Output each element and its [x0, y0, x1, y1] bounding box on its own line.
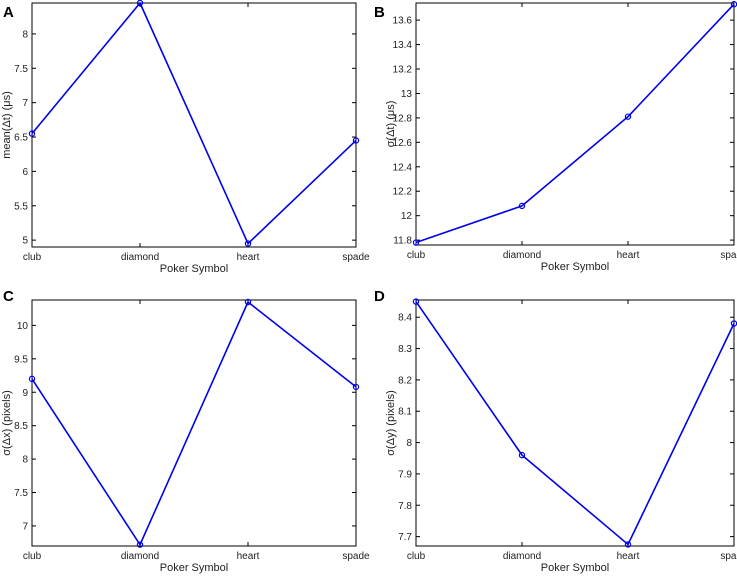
series-line: [415, 3, 735, 244]
x-tick-label: diamond: [503, 250, 541, 261]
data-point-spade: [352, 383, 360, 391]
y-tick-label: 6.5: [14, 133, 28, 144]
y-tick-label: 12: [401, 211, 413, 222]
data-point-heart: [244, 298, 252, 306]
y-tick-label: 12.8: [393, 113, 413, 124]
panel-letter: A: [3, 4, 14, 21]
y-tick-label: 13: [401, 89, 413, 100]
data-point-heart: [244, 240, 252, 247]
y-tick-label: 7.5: [14, 488, 28, 499]
y-tick-label: 12.2: [393, 187, 413, 198]
y-axis-label: mean(Δt) (μs): [1, 91, 13, 158]
x-tick-label: heart: [237, 551, 260, 562]
y-tick-label: 11.8: [393, 236, 412, 247]
y-tick-label: 13.2: [393, 65, 413, 76]
chart-panel-b: B 11.8 12 12.2 12.4 12.6 12.8 13 13.2 13.4 13.6 clu…: [374, 1, 737, 273]
y-tick-label: 8.2: [398, 375, 412, 386]
y-tick-label: 12.6: [393, 138, 413, 149]
panel-letter: C: [3, 288, 14, 305]
plot-frame: [415, 299, 735, 547]
y-tick-label: 5: [22, 236, 28, 247]
x-tick-label: diamond: [121, 551, 159, 562]
y-tick-label: 10: [17, 321, 29, 332]
y-tick-label: 7.8: [398, 501, 412, 512]
x-tick-label: heart: [237, 252, 260, 263]
data-point-club: [412, 239, 420, 246]
data-point-diamond: [518, 451, 526, 459]
data-point-diamond: [136, 0, 144, 7]
y-tick-label: 9.5: [14, 354, 28, 365]
x-tick-label: spade: [342, 551, 370, 562]
x-axis-label: Poker Symbol: [541, 562, 609, 574]
data-point-club: [28, 375, 36, 383]
y-tick-label: 13.6: [393, 16, 413, 27]
x-tick-label: heart: [617, 551, 640, 562]
y-tick-label: 8: [22, 455, 28, 466]
y-tick-label: 8.1: [398, 407, 412, 418]
y-tick-label: 5.5: [14, 201, 28, 212]
y-tick-label: 6: [22, 167, 28, 178]
x-axis-label: Poker Symbol: [160, 263, 228, 275]
x-axis-label: Poker Symbol: [160, 562, 228, 574]
series-line: [31, 2, 357, 245]
x-tick-label: club: [407, 551, 426, 562]
data-point-club: [28, 130, 36, 137]
panel-letter: D: [374, 288, 385, 305]
y-tick-label: 8.4: [398, 313, 412, 324]
y-tick-label: 8: [406, 438, 412, 449]
y-tick-label: 7.5: [14, 64, 28, 75]
panel-letter: B: [374, 4, 385, 21]
data-point-heart: [624, 541, 632, 548]
x-tick-label: diamond: [121, 252, 159, 263]
y-axis-label: σ(Δx) (pixels): [1, 390, 13, 455]
data-point-spade: [352, 137, 360, 144]
y-tick-label: 7.7: [398, 532, 412, 543]
x-tick-label: spade: [720, 551, 737, 562]
x-tick-label: spade: [720, 250, 737, 261]
plot-frame: [31, 299, 357, 547]
y-tick-label: 9: [22, 388, 28, 399]
y-axis-label: σ(Δy) (pixels): [385, 390, 397, 455]
x-tick-label: diamond: [503, 551, 541, 562]
data-point-heart: [624, 113, 632, 120]
chart-panel-c: C 7 7.5 8 8.5 9 9.5 10 club diamond heart spade Poke…: [1, 288, 370, 574]
y-tick-label: 7: [22, 98, 28, 109]
data-point-diamond: [518, 202, 526, 210]
y-tick-label: 12.4: [393, 162, 413, 173]
y-tick-label: 8.5: [14, 421, 28, 432]
y-tick-label: 7.9: [398, 469, 412, 480]
x-tick-label: heart: [617, 250, 640, 261]
x-tick-label: club: [23, 551, 42, 562]
series-line: [31, 301, 357, 546]
y-axis-label: σ(Δt) (μs): [385, 101, 397, 148]
series-line: [415, 301, 735, 546]
chart-panel-d: D 7.7 7.8 7.9 8 8.1 8.2 8.3 8.4 club diamond heart s…: [374, 288, 737, 574]
data-point-diamond: [136, 541, 144, 548]
x-axis-label: Poker Symbol: [541, 261, 609, 273]
plot-frame: [415, 2, 735, 246]
y-tick-label: 13.4: [393, 40, 413, 51]
plot-frame: [31, 2, 357, 248]
y-tick-label: 8.3: [398, 344, 412, 355]
x-tick-label: spade: [342, 252, 370, 263]
chart-panel-a: A 5 5.5 6 6.5 7 7.5 8 club diamond heart spade Poker…: [1, 0, 370, 275]
y-tick-label: 8: [22, 29, 28, 40]
data-point-club: [412, 298, 420, 305]
y-tick-label: 7: [22, 521, 28, 532]
x-tick-label: club: [23, 252, 42, 263]
x-tick-label: club: [407, 250, 426, 261]
